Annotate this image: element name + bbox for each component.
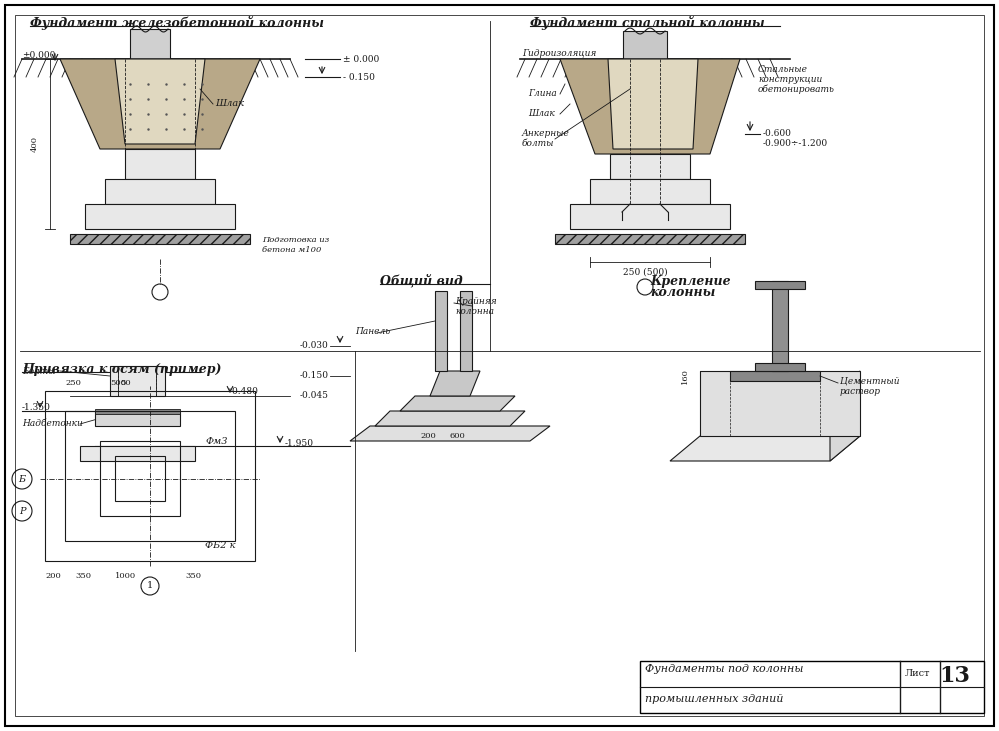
- Bar: [45, 391, 255, 561]
- Text: Фундамент стальной колонны: Фундамент стальной колонны: [530, 16, 765, 30]
- Polygon shape: [608, 59, 698, 149]
- Text: -0.600: -0.600: [763, 129, 792, 138]
- Text: колонна: колонна: [455, 306, 494, 316]
- Polygon shape: [700, 371, 860, 436]
- Text: -1.350: -1.350: [22, 404, 51, 412]
- Bar: [435, 291, 447, 371]
- Text: обетонировать: обетонировать: [758, 84, 835, 94]
- Polygon shape: [560, 59, 740, 154]
- Text: 1000: 1000: [115, 572, 136, 580]
- Text: Цементный: Цементный: [840, 376, 899, 385]
- Text: Фундаменты под колонны: Фундаменты под колонны: [645, 664, 803, 674]
- Text: Общий вид: Общий вид: [380, 274, 463, 288]
- Text: конструкции: конструкции: [758, 75, 822, 83]
- Text: 160: 160: [681, 368, 689, 384]
- Text: Привязка к осям (пример): Привязка к осям (пример): [22, 363, 222, 376]
- Text: Фм3: Фм3: [205, 436, 228, 445]
- Text: 200: 200: [420, 432, 436, 440]
- Text: Подготовка из: Подготовка из: [262, 236, 330, 244]
- Text: Стальные: Стальные: [758, 64, 808, 74]
- Text: 200: 200: [45, 572, 61, 580]
- Text: 600: 600: [450, 432, 466, 440]
- Bar: [70, 234, 250, 244]
- Bar: [772, 281, 788, 371]
- Polygon shape: [375, 411, 525, 426]
- Text: 500: 500: [110, 379, 126, 387]
- Text: раствор: раствор: [840, 387, 881, 395]
- Polygon shape: [60, 59, 260, 149]
- Bar: [755, 281, 805, 289]
- Text: 1: 1: [147, 581, 153, 591]
- Polygon shape: [830, 371, 860, 461]
- Text: -0.480: -0.480: [230, 387, 259, 396]
- Text: Крайняя: Крайняя: [455, 297, 497, 306]
- Bar: [610, 154, 690, 179]
- Text: -1.950: -1.950: [285, 439, 314, 449]
- Bar: [125, 149, 195, 179]
- Bar: [130, 29, 170, 59]
- Text: - 0.150: - 0.150: [343, 72, 375, 81]
- Polygon shape: [115, 59, 205, 144]
- Bar: [65, 411, 235, 541]
- Text: -0.900÷-1.200: -0.900÷-1.200: [763, 140, 828, 148]
- Text: бетона м100: бетона м100: [262, 246, 322, 254]
- Text: 250: 250: [65, 379, 81, 387]
- Text: Лист: Лист: [905, 670, 930, 678]
- Bar: [590, 179, 710, 204]
- Bar: [555, 234, 745, 244]
- Bar: [730, 371, 820, 381]
- Polygon shape: [350, 426, 550, 441]
- Text: Крепление: Крепление: [650, 275, 730, 287]
- Text: Глина: Глина: [528, 89, 556, 99]
- Text: ± 0.000: ± 0.000: [343, 55, 380, 64]
- Text: Надбетонки: Надбетонки: [22, 420, 83, 428]
- Bar: [110, 366, 165, 396]
- Text: 350: 350: [75, 572, 91, 580]
- Bar: [85, 204, 235, 229]
- Text: Фундамент железобетонной колонны: Фундамент железобетонной колонны: [30, 16, 324, 30]
- Bar: [755, 363, 805, 371]
- Bar: [95, 411, 180, 426]
- Bar: [460, 291, 472, 371]
- Text: -0.045: -0.045: [300, 392, 329, 401]
- Text: 50: 50: [120, 379, 131, 387]
- Text: Р: Р: [19, 507, 25, 515]
- Polygon shape: [400, 396, 515, 411]
- Text: ФБ2 к: ФБ2 к: [205, 542, 236, 550]
- Text: болты: болты: [522, 140, 554, 148]
- Bar: [118, 366, 156, 396]
- Bar: [80, 446, 195, 461]
- Polygon shape: [670, 436, 860, 461]
- Polygon shape: [430, 371, 480, 396]
- Text: Гидроизоляция: Гидроизоляция: [522, 50, 596, 58]
- Text: Анкерные: Анкерные: [522, 129, 569, 138]
- Bar: [105, 179, 215, 204]
- Text: 350: 350: [185, 572, 201, 580]
- Text: Шлак: Шлак: [215, 99, 244, 108]
- Bar: [95, 409, 180, 414]
- Text: 400: 400: [31, 136, 39, 152]
- Text: Болты: Болты: [22, 366, 56, 376]
- Text: Панель: Панель: [355, 327, 391, 336]
- Bar: [570, 204, 730, 229]
- Text: Б: Б: [18, 474, 26, 483]
- Bar: [115, 456, 165, 501]
- Text: промышленных зданий: промышленных зданий: [645, 694, 783, 704]
- Bar: [100, 441, 180, 516]
- Text: Шлак: Шлак: [528, 110, 554, 118]
- Bar: [640, 661, 984, 713]
- Text: 250 (500): 250 (500): [622, 268, 667, 276]
- Text: колонны: колонны: [650, 287, 715, 300]
- Text: ±0.000: ±0.000: [22, 50, 55, 59]
- Text: -0.150: -0.150: [300, 371, 329, 381]
- Text: 13: 13: [940, 665, 970, 687]
- Bar: [623, 31, 667, 59]
- Text: -0.030: -0.030: [300, 341, 329, 350]
